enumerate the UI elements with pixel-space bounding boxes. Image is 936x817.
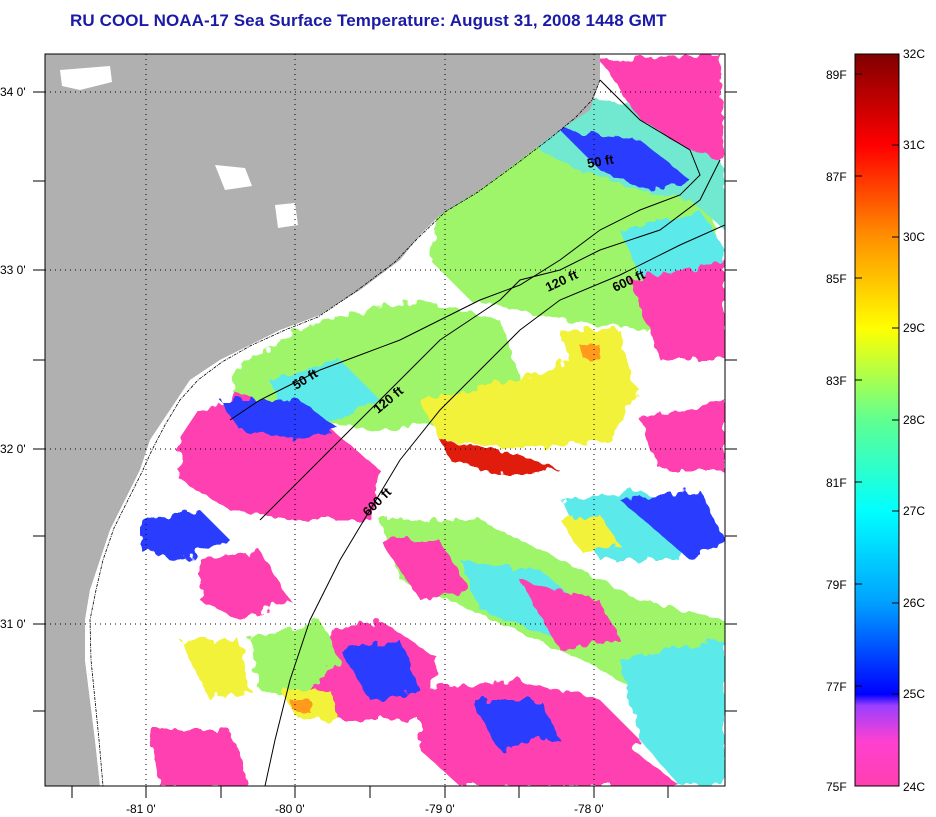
colorbar-c-label: 28C [903, 413, 925, 427]
coastal-clouds [85, 345, 250, 786]
colorbar-f-label: 85F [826, 272, 847, 286]
colorbar [854, 53, 900, 787]
depth-label-50ft-north: 50 ft [586, 151, 616, 171]
contour-600ft [264, 224, 725, 786]
colorbar-c-label: 31C [903, 138, 925, 152]
colorbar-f-label: 89F [826, 68, 847, 82]
colorbar-f-label: 81F [826, 476, 847, 490]
contour-120ft [259, 159, 721, 521]
colorbar-c-label: 26C [903, 596, 925, 610]
coastline [89, 79, 601, 786]
lon-label: -81 0' [126, 802, 156, 816]
lon-label: -78 0' [574, 802, 604, 816]
sst-map: 50 ft 120 ft 600 ft 50 ft 120 ft 600 ft [45, 54, 725, 786]
lat-label: 31 0' [0, 617, 26, 631]
contour-50ft [229, 79, 701, 421]
colorbar-f-label: 87F [826, 170, 847, 184]
colorbar-c-label: 25C [903, 687, 925, 701]
page-title: RU COOL NOAA-17 Sea Surface Temperature:… [70, 11, 667, 30]
colorbar-c-label: 30C [903, 230, 925, 244]
land-mass [45, 54, 600, 786]
lat-label: 34 0' [0, 85, 26, 99]
map-ticks [33, 91, 737, 798]
depth-contours [229, 79, 725, 786]
map-frame [44, 53, 726, 787]
lat-label: 32 0' [0, 442, 26, 456]
colorbar-c-label: 24C [903, 780, 925, 794]
colorbar-f-label: 75F [826, 780, 847, 794]
colorbar-f-label: 77F [826, 680, 847, 694]
colorbar-c-label: 32C [903, 47, 925, 61]
colorbar-f-label: 79F [826, 578, 847, 592]
lon-label: -80 0' [275, 802, 305, 816]
colorbar-c-label: 29C [903, 321, 925, 335]
lon-label: -79 0' [425, 802, 455, 816]
colorbar-f-label: 83F [826, 374, 847, 388]
colorbar-ticks [855, 73, 899, 695]
lat-label: 33 0' [0, 263, 26, 277]
colorbar-c-label: 27C [903, 504, 925, 518]
